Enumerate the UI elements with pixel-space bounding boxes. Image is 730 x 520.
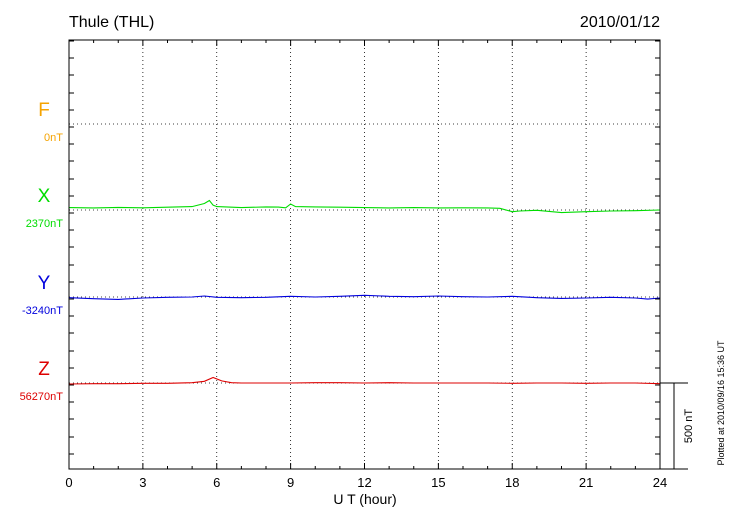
traces <box>68 199 661 385</box>
trace-z <box>68 376 661 385</box>
component-labels: F 0nT X 2370nT Y -3240nT Z 56270nT <box>20 100 64 403</box>
grid <box>69 40 660 469</box>
trace-x <box>68 199 661 214</box>
scale-bar: 500 nT <box>660 382 695 470</box>
component-label-y: Y <box>38 273 51 294</box>
x-tick-label: 18 <box>505 475 519 490</box>
trace-y <box>68 294 661 300</box>
x-tick-label: 21 <box>579 475 593 490</box>
x-ticks: 0 3 6 9 12 15 18 21 24 <box>65 40 667 490</box>
x-tick-label: 3 <box>139 475 146 490</box>
station-title: Thule (THL) <box>69 14 154 31</box>
scale-bar-label: 500 nT <box>683 409 695 444</box>
date-title: 2010/01/12 <box>580 14 660 31</box>
component-label-z: Z <box>38 359 50 380</box>
x-axis-title: U T (hour) <box>333 491 396 507</box>
plotted-timestamp: Plotted at 2010/09/16 15:36 UT <box>716 340 726 466</box>
baseline-label-x: 2370nT <box>26 218 64 230</box>
component-label-x: X <box>38 186 51 207</box>
baseline-label-f: 0nT <box>44 132 63 144</box>
x-tick-label: 9 <box>287 475 294 490</box>
x-tick-label: 15 <box>431 475 445 490</box>
x-tick-label: 24 <box>653 475 667 490</box>
x-tick-label: 12 <box>357 475 371 490</box>
baseline-label-z: 56270nT <box>20 391 64 403</box>
x-tick-label: 6 <box>213 475 220 490</box>
component-label-f: F <box>38 100 50 121</box>
x-tick-label: 0 <box>65 475 72 490</box>
baseline-label-y: -3240nT <box>22 305 63 317</box>
